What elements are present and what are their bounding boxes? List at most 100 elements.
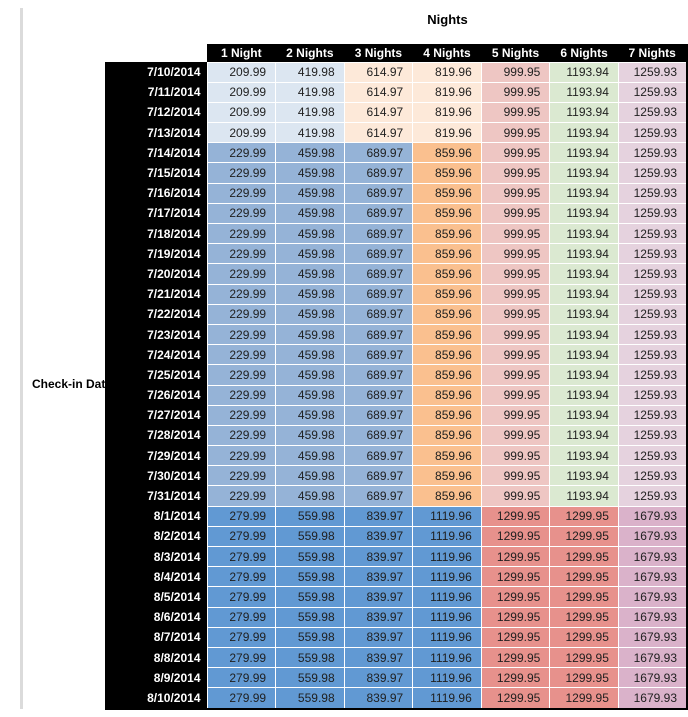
column-header[interactable]: 6 Nights [549, 44, 619, 62]
price-cell[interactable]: 819.96 [412, 61, 482, 83]
price-cell[interactable]: 1259.93 [617, 142, 688, 164]
price-cell[interactable]: 279.99 [206, 545, 277, 568]
column-header[interactable]: 1 Night [207, 44, 276, 62]
price-cell[interactable]: 999.95 [480, 344, 551, 366]
price-cell[interactable]: 1119.96 [412, 586, 482, 608]
price-cell[interactable]: 689.97 [343, 323, 414, 346]
date-cell[interactable]: 7/16/2014 [105, 183, 207, 204]
price-cell[interactable]: 1193.94 [549, 424, 619, 447]
price-cell[interactable]: 1259.93 [617, 384, 688, 406]
price-cell[interactable]: 279.99 [206, 687, 277, 710]
date-cell[interactable]: 7/30/2014 [105, 465, 207, 486]
price-cell[interactable]: 229.99 [206, 364, 277, 386]
date-cell[interactable]: 7/10/2014 [105, 62, 207, 83]
price-cell[interactable]: 1193.94 [549, 61, 619, 83]
price-cell[interactable]: 1259.93 [617, 364, 688, 386]
price-cell[interactable]: 819.96 [412, 122, 482, 144]
price-cell[interactable]: 459.98 [275, 445, 345, 467]
price-cell[interactable]: 999.95 [480, 283, 551, 305]
date-cell[interactable]: 7/31/2014 [105, 485, 207, 507]
price-cell[interactable]: 999.95 [480, 323, 551, 346]
date-cell[interactable]: 8/9/2014 [105, 667, 207, 688]
price-cell[interactable]: 1259.93 [617, 445, 688, 467]
price-cell[interactable]: 279.99 [206, 667, 277, 689]
price-cell[interactable]: 1299.95 [549, 586, 619, 608]
price-cell[interactable]: 839.97 [343, 626, 414, 648]
price-cell[interactable]: 1259.93 [617, 323, 688, 346]
date-cell[interactable]: 7/28/2014 [105, 425, 207, 446]
price-cell[interactable]: 839.97 [343, 545, 414, 568]
price-cell[interactable]: 229.99 [206, 162, 277, 184]
price-cell[interactable]: 859.96 [412, 182, 482, 204]
price-cell[interactable]: 689.97 [343, 364, 414, 386]
price-cell[interactable]: 1299.95 [480, 566, 551, 588]
price-cell[interactable]: 1193.94 [549, 485, 619, 507]
price-cell[interactable]: 1259.93 [617, 303, 688, 325]
price-cell[interactable]: 1299.95 [480, 505, 551, 527]
price-cell[interactable]: 1299.95 [480, 687, 551, 710]
price-cell[interactable]: 1679.93 [617, 545, 688, 568]
price-cell[interactable]: 1193.94 [549, 122, 619, 144]
price-cell[interactable]: 1259.93 [617, 202, 688, 225]
date-cell[interactable]: 7/18/2014 [105, 223, 207, 244]
price-cell[interactable]: 1193.94 [549, 222, 619, 245]
price-cell[interactable]: 1193.94 [549, 344, 619, 366]
date-cell[interactable]: 7/26/2014 [105, 385, 207, 406]
date-cell[interactable]: 8/10/2014 [105, 687, 207, 709]
price-cell[interactable]: 999.95 [480, 81, 551, 103]
price-cell[interactable]: 229.99 [206, 424, 277, 447]
price-cell[interactable]: 1119.96 [412, 505, 482, 527]
price-cell[interactable]: 229.99 [206, 283, 277, 305]
price-cell[interactable]: 859.96 [412, 344, 482, 366]
price-cell[interactable]: 859.96 [412, 364, 482, 386]
price-cell[interactable]: 1299.95 [480, 545, 551, 568]
price-cell[interactable]: 229.99 [206, 323, 277, 346]
price-cell[interactable]: 614.97 [343, 122, 414, 144]
price-cell[interactable]: 999.95 [480, 243, 551, 265]
price-cell[interactable]: 1259.93 [617, 243, 688, 265]
date-cell[interactable]: 7/13/2014 [105, 122, 207, 143]
price-cell[interactable]: 1193.94 [549, 404, 619, 426]
price-cell[interactable]: 1259.93 [617, 283, 688, 305]
date-cell[interactable]: 7/24/2014 [105, 344, 207, 365]
date-cell[interactable]: 7/23/2014 [105, 324, 207, 345]
date-cell[interactable]: 7/22/2014 [105, 304, 207, 325]
price-cell[interactable]: 1679.93 [617, 525, 688, 548]
price-cell[interactable]: 689.97 [343, 283, 414, 305]
price-cell[interactable]: 559.98 [275, 566, 345, 588]
price-cell[interactable]: 1193.94 [549, 465, 619, 487]
price-cell[interactable]: 999.95 [480, 142, 551, 164]
price-cell[interactable]: 1119.96 [412, 545, 482, 568]
price-cell[interactable]: 859.96 [412, 445, 482, 467]
date-cell[interactable]: 8/7/2014 [105, 627, 207, 648]
price-cell[interactable]: 459.98 [275, 384, 345, 406]
price-cell[interactable]: 1119.96 [412, 646, 482, 669]
price-cell[interactable]: 859.96 [412, 303, 482, 325]
price-cell[interactable]: 459.98 [275, 263, 345, 285]
price-cell[interactable]: 1299.95 [549, 667, 619, 689]
price-cell[interactable]: 459.98 [275, 485, 345, 507]
price-cell[interactable]: 819.96 [412, 81, 482, 103]
price-cell[interactable]: 559.98 [275, 687, 345, 710]
price-cell[interactable]: 1299.95 [549, 626, 619, 648]
price-cell[interactable]: 1193.94 [549, 364, 619, 386]
price-cell[interactable]: 859.96 [412, 465, 482, 487]
price-cell[interactable]: 1259.93 [617, 263, 688, 285]
price-cell[interactable]: 1299.95 [549, 687, 619, 710]
price-cell[interactable]: 229.99 [206, 344, 277, 366]
price-cell[interactable]: 689.97 [343, 404, 414, 426]
price-cell[interactable]: 689.97 [343, 222, 414, 245]
price-cell[interactable]: 229.99 [206, 465, 277, 487]
price-cell[interactable]: 859.96 [412, 162, 482, 184]
price-cell[interactable]: 614.97 [343, 61, 414, 83]
price-cell[interactable]: 459.98 [275, 404, 345, 426]
price-cell[interactable]: 1299.95 [549, 525, 619, 548]
price-cell[interactable]: 459.98 [275, 222, 345, 245]
price-cell[interactable]: 999.95 [480, 202, 551, 225]
price-cell[interactable]: 459.98 [275, 243, 345, 265]
price-cell[interactable]: 999.95 [480, 485, 551, 507]
price-cell[interactable]: 1259.93 [617, 404, 688, 426]
price-cell[interactable]: 1299.95 [549, 566, 619, 588]
price-cell[interactable]: 209.99 [206, 61, 277, 83]
price-cell[interactable]: 614.97 [343, 101, 414, 124]
